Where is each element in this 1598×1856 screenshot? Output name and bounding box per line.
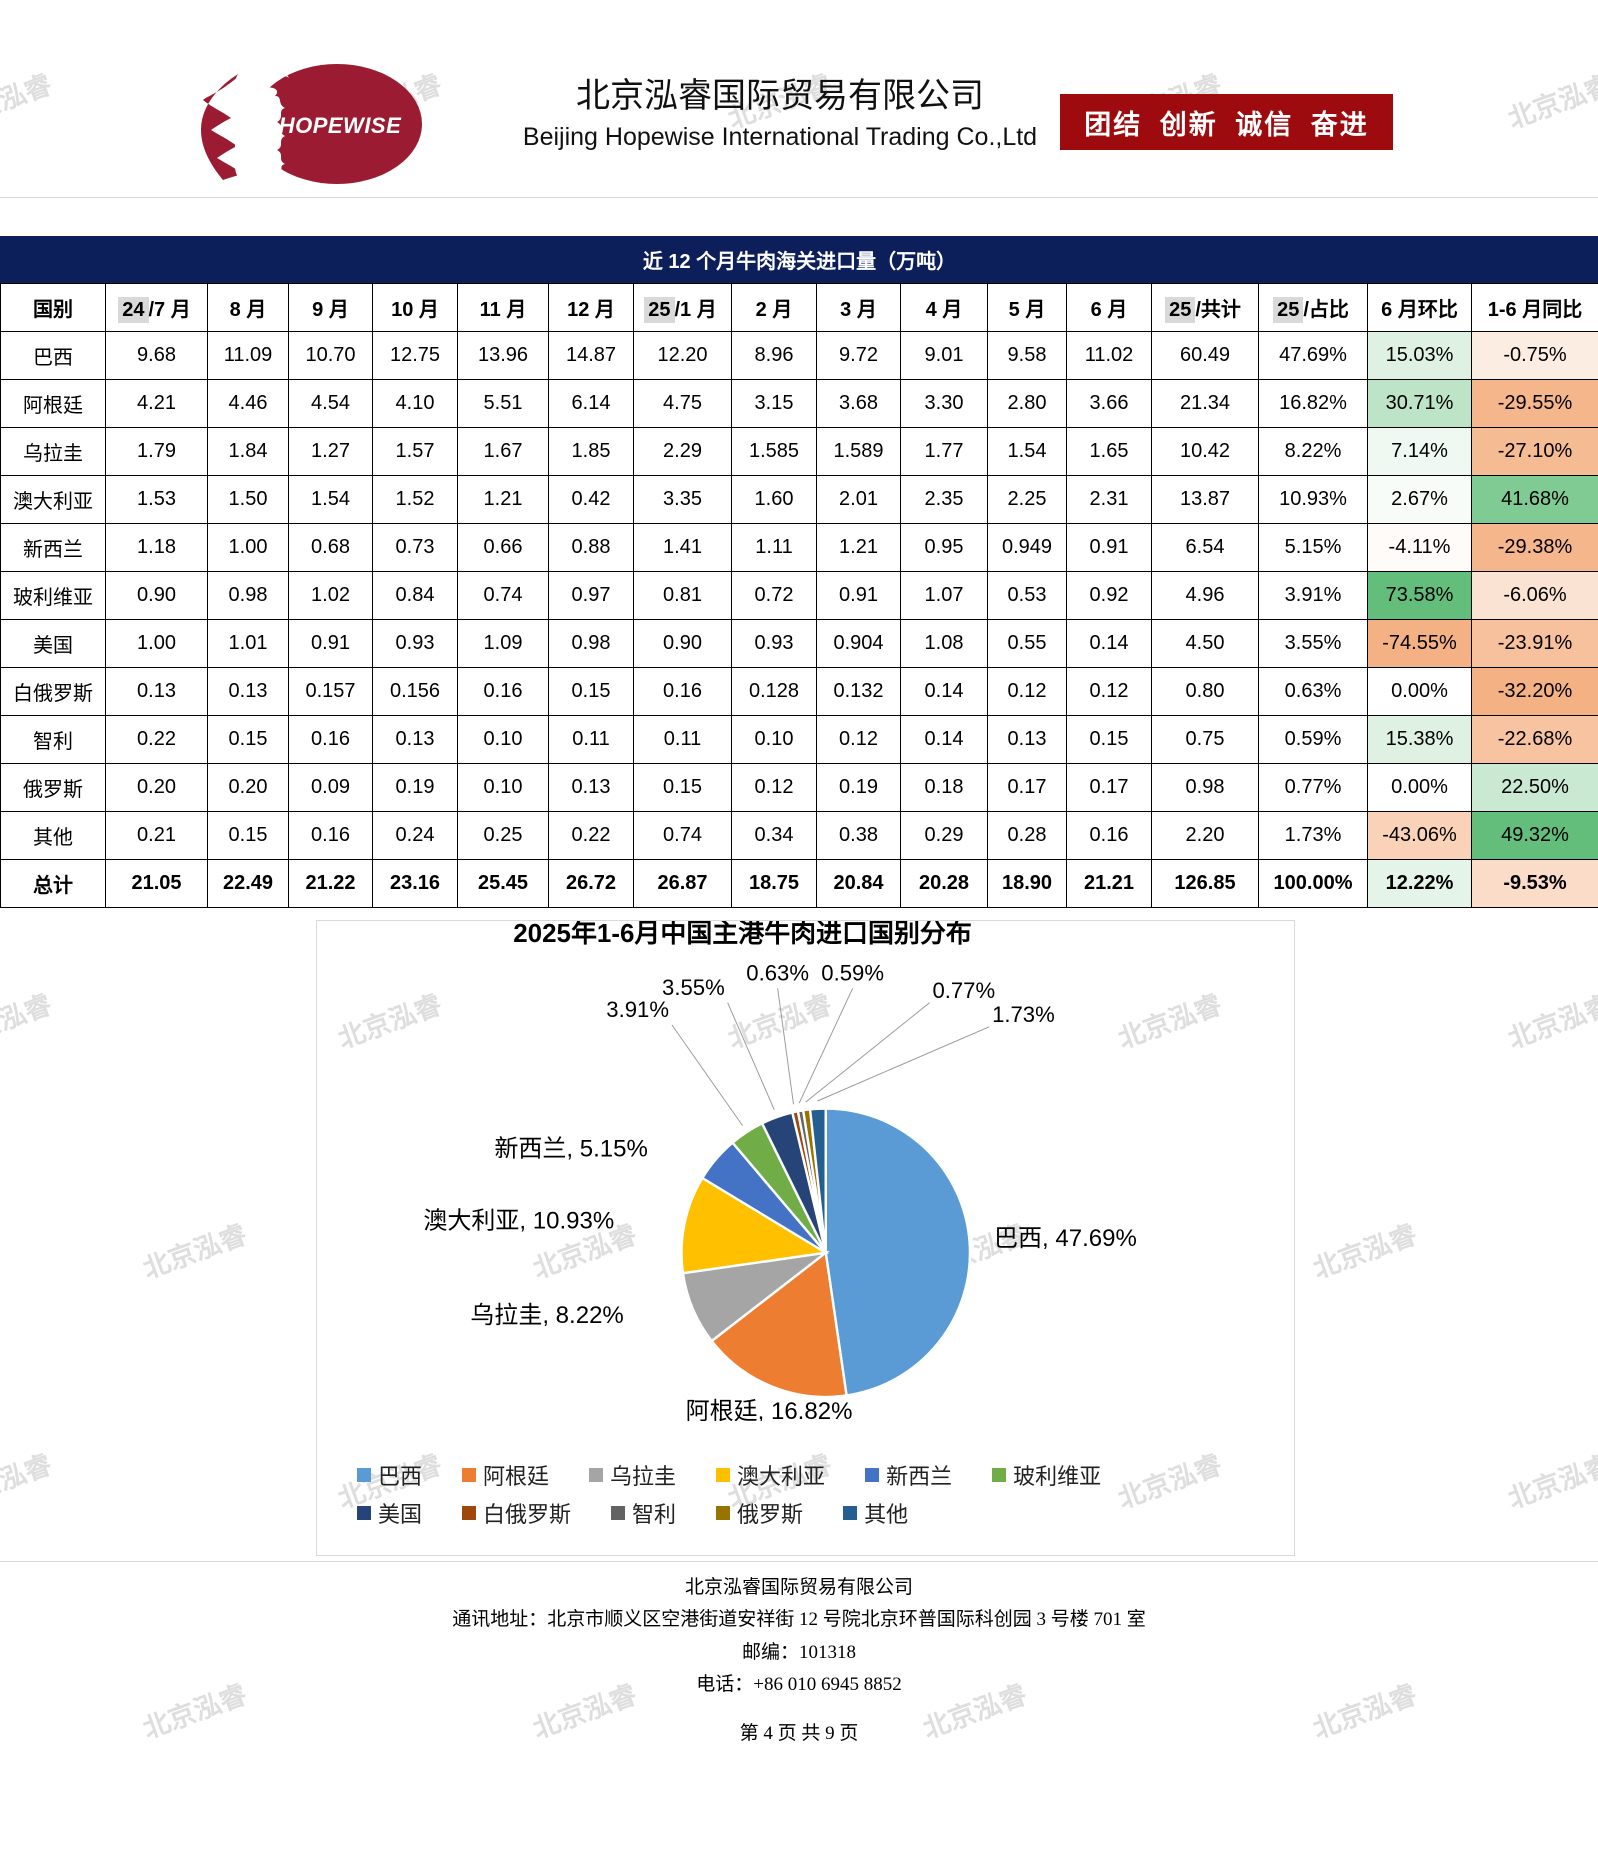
svg-text:1.73%: 1.73% xyxy=(992,1002,1055,1027)
svg-text:2025年1-6月中国主港牛肉进口国别分布: 2025年1-6月中国主港牛肉进口国别分布 xyxy=(513,921,972,948)
svg-text:巴西, 47.69%: 巴西, 47.69% xyxy=(994,1225,1137,1252)
svg-text:0.59%: 0.59% xyxy=(821,961,884,986)
svg-text:3.55%: 3.55% xyxy=(662,975,725,1000)
svg-text:3.91%: 3.91% xyxy=(606,997,669,1022)
svg-text:0.77%: 0.77% xyxy=(932,978,995,1003)
svg-text:新西兰, 5.15%: 新西兰, 5.15% xyxy=(494,1136,648,1163)
svg-text:阿根廷, 16.82%: 阿根廷, 16.82% xyxy=(686,1398,853,1421)
svg-text:0.63%: 0.63% xyxy=(746,961,809,986)
svg-text:澳大利亚, 10.93%: 澳大利亚, 10.93% xyxy=(423,1208,614,1235)
svg-text:乌拉圭, 8.22%: 乌拉圭, 8.22% xyxy=(470,1302,624,1329)
svg-text:HOPEWISE: HOPEWISE xyxy=(279,113,402,138)
